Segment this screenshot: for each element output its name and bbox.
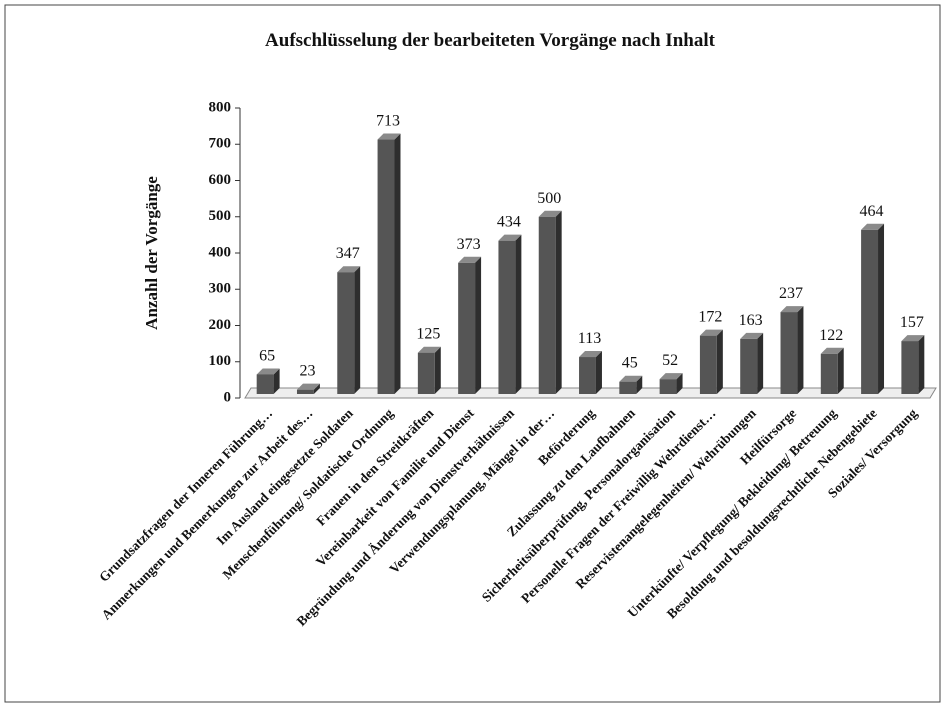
- value-label: 163: [739, 312, 763, 329]
- bar-top: [699, 329, 723, 336]
- bar-side: [515, 234, 522, 394]
- bar-front: [337, 272, 355, 394]
- bar: [256, 368, 280, 394]
- bar-side: [918, 335, 925, 394]
- bar-side: [797, 306, 804, 394]
- bar: [740, 332, 764, 394]
- bar: [579, 351, 602, 394]
- value-label: 122: [819, 327, 843, 344]
- bar-side: [354, 266, 361, 394]
- bar-front: [740, 338, 758, 394]
- bar: [458, 256, 482, 394]
- bar-top: [337, 266, 361, 273]
- value-label: 65: [259, 347, 275, 364]
- bar-front: [256, 374, 274, 394]
- bar: [538, 210, 562, 394]
- bar: [498, 234, 522, 394]
- bar-top: [377, 133, 401, 140]
- bar-front: [458, 262, 476, 394]
- value-label: 464: [860, 203, 884, 220]
- y-tick-label: 800: [209, 99, 232, 115]
- bar-front: [377, 139, 395, 394]
- bar-front: [296, 389, 314, 394]
- value-label: 347: [336, 245, 360, 262]
- y-tick-label: 100: [209, 353, 232, 369]
- bar-front: [699, 335, 717, 394]
- bar-front: [820, 353, 838, 394]
- bar-side: [555, 210, 562, 394]
- y-tick-label: 400: [209, 244, 232, 260]
- bar-front: [861, 229, 879, 394]
- bar: [861, 223, 885, 394]
- bar-top: [538, 210, 562, 217]
- bar-top: [659, 373, 683, 380]
- y-tick-label: 700: [209, 136, 232, 152]
- bar-top: [780, 306, 804, 313]
- chart-title: Aufschlüsselung der bearbeiteten Vorgäng…: [265, 30, 716, 51]
- bar-side: [837, 347, 844, 394]
- y-tick-label: 200: [209, 317, 232, 333]
- bar-top: [901, 335, 925, 342]
- value-label: 713: [376, 113, 400, 130]
- bar: [820, 347, 844, 394]
- bar-side: [595, 351, 602, 394]
- bar: [699, 329, 723, 394]
- bar-top: [458, 256, 482, 263]
- value-label: 172: [698, 309, 722, 326]
- bar-front: [538, 216, 556, 394]
- y-axis-title: Anzahl der Vorgänge: [142, 176, 161, 330]
- bar-side: [313, 383, 320, 394]
- bar-top: [820, 347, 844, 354]
- y-tick-label: 0: [224, 389, 232, 405]
- bar-front: [498, 240, 516, 394]
- bar-front: [417, 352, 435, 394]
- bar-side: [475, 256, 482, 394]
- bar-top: [256, 368, 280, 375]
- value-label: 113: [578, 330, 601, 347]
- y-tick-label: 600: [209, 172, 232, 188]
- bar-front: [619, 381, 637, 394]
- bar: [417, 346, 441, 394]
- bar: [659, 373, 683, 394]
- bar-side: [273, 368, 280, 394]
- bar-side: [676, 373, 683, 394]
- bar-top: [498, 234, 522, 241]
- bar-top: [861, 223, 885, 230]
- bar-top: [296, 383, 320, 390]
- value-label: 237: [779, 285, 803, 302]
- bar-top: [579, 351, 602, 358]
- value-label: 23: [299, 363, 315, 380]
- bar-side: [434, 346, 441, 394]
- bar-top: [619, 375, 643, 382]
- bar-side: [878, 223, 885, 394]
- bar-side: [636, 375, 643, 394]
- bar: [780, 306, 804, 394]
- value-label: 45: [622, 355, 638, 372]
- bar: [619, 375, 643, 394]
- bar-side: [394, 133, 401, 394]
- value-label: 500: [537, 190, 561, 207]
- bar-top: [740, 332, 764, 339]
- bar: [377, 133, 401, 394]
- bar-front: [579, 357, 596, 394]
- value-label: 52: [662, 352, 678, 369]
- bar-front: [901, 341, 919, 394]
- bar-side: [716, 329, 723, 394]
- bar-side: [757, 332, 764, 394]
- bar-top: [417, 346, 441, 353]
- value-label: 125: [416, 326, 440, 343]
- value-label: 434: [497, 214, 521, 231]
- value-label: 373: [457, 236, 481, 253]
- bar-front: [780, 312, 798, 394]
- y-tick-label: 500: [209, 208, 232, 224]
- bar-front: [659, 379, 677, 394]
- y-tick-label: 300: [209, 281, 232, 297]
- bar: [337, 266, 361, 394]
- value-label: 157: [900, 314, 924, 331]
- bar: [296, 383, 320, 394]
- bar: [901, 335, 925, 394]
